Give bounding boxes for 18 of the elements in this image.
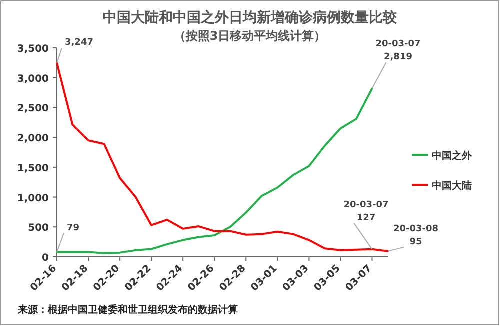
annotation: 79 <box>67 223 80 234</box>
legend-label: 中国之外 <box>432 150 473 162</box>
annotation: 3,247 <box>65 38 94 48</box>
y-tick-label: 2,000 <box>17 134 50 145</box>
annotation: 20-03-07 2,819 <box>376 40 421 63</box>
y-tick-label: 2,500 <box>17 104 50 115</box>
chart-title: 中国大陆和中国之外日均新增确诊病例数量比较 <box>103 9 398 26</box>
source-note: 来源：根据中国卫健委和世卫组织发布的数据计算 <box>17 304 238 316</box>
y-tick-label: 3,500 <box>17 44 50 55</box>
annotation: 20-03-08 95 <box>393 224 439 248</box>
y-tick-label: 1,000 <box>17 193 50 204</box>
chart-subtitle: （按照3日移动平均线计算） <box>174 29 326 43</box>
y-tick-label: 0 <box>42 253 50 264</box>
y-tick-label: 500 <box>28 223 50 234</box>
annotation: 20-03-07 127 <box>344 200 389 224</box>
y-tick-label: 1,500 <box>17 163 50 174</box>
legend-label: 中国大陆 <box>432 180 472 192</box>
y-tick-label: 3,000 <box>17 74 50 85</box>
